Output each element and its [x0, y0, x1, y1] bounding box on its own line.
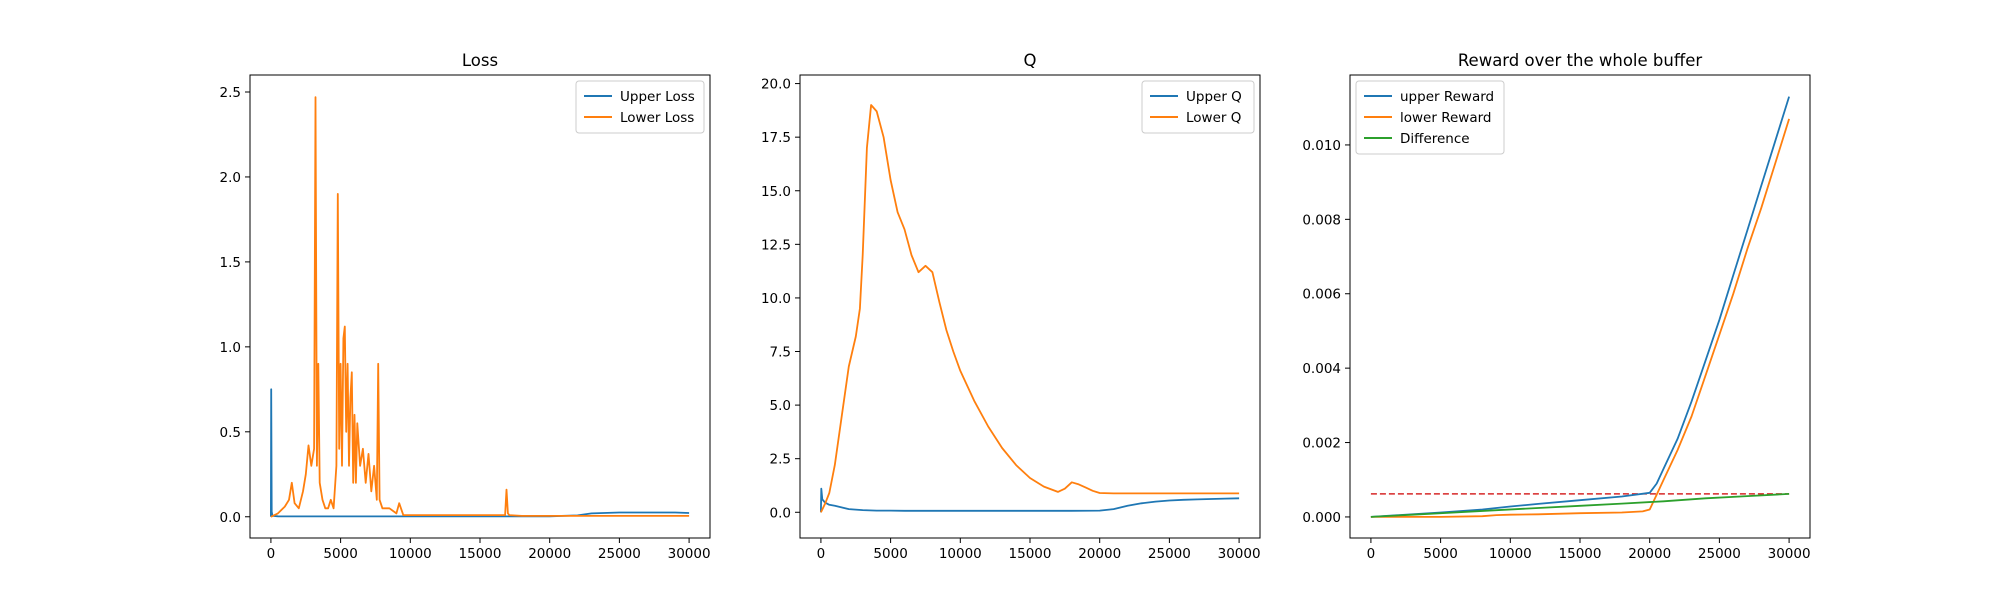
x-tick-label: 5000: [1423, 546, 1457, 562]
y-tick-label: 2.0: [220, 170, 241, 186]
x-tick-label: 10000: [1489, 546, 1532, 562]
y-tick-label: 0.010: [1302, 138, 1341, 154]
y-tick-label: 20.0: [761, 77, 791, 93]
y-tick-label: 0.006: [1302, 287, 1341, 303]
x-tick-label: 15000: [1559, 546, 1602, 562]
reward-chart: Reward over the whole buffer 0 5000 10000 1…: [1302, 51, 1810, 562]
x-tick-label: 30000: [668, 546, 711, 562]
legend-label: Upper Loss: [620, 89, 695, 105]
legend-label: lower Reward: [1400, 110, 1491, 126]
y-tick-label: 2.5: [220, 85, 241, 101]
y-tick-label: 7.5: [770, 345, 791, 361]
y-tick-label: 1.5: [220, 255, 241, 271]
series-line-upper-reward: [1370, 96, 1790, 518]
y-tick-label: 0.004: [1302, 361, 1341, 377]
y-tick-label: 15.0: [761, 184, 791, 200]
x-tick-label: 0: [267, 546, 276, 562]
legend: [575, 80, 705, 134]
y-tick-label: 12.5: [761, 237, 791, 253]
y-tick-label: 1.0: [220, 340, 241, 356]
x-tick-label: 25000: [1698, 546, 1741, 562]
legend-label: upper Reward: [1400, 89, 1494, 105]
x-tick-label: 0: [817, 546, 826, 562]
chart-title: Reward over the whole buffer: [1458, 51, 1703, 70]
x-tick-label: 10000: [939, 546, 982, 562]
y-tick-label: 0.002: [1302, 436, 1341, 452]
chart-title: Loss: [462, 51, 498, 70]
x-tick-label: 30000: [1768, 546, 1811, 562]
series-line-difference: [1370, 493, 1790, 518]
loss-chart: Loss 0 5000 10000 15000 20000 25000 30000 0.0 0.…: [220, 51, 711, 562]
legend: [1141, 80, 1255, 134]
x-tick-label: 25000: [598, 546, 641, 562]
y-tick-label: 0.000: [1302, 510, 1341, 526]
series-line-lower-q: [820, 104, 1240, 513]
y-tick-label: 0.0: [770, 505, 791, 521]
q-chart: Q 0 5000 10000 15000 20000 25000 30000 0.0 2.5 5.…: [761, 51, 1261, 562]
x-tick-label: 30000: [1218, 546, 1261, 562]
x-tick-label: 15000: [459, 546, 502, 562]
x-tick-label: 25000: [1148, 546, 1191, 562]
legend-label: Difference: [1400, 131, 1470, 147]
x-tick-label: 20000: [1628, 546, 1671, 562]
x-tick-label: 10000: [389, 546, 432, 562]
series-line-upper-loss: [269, 388, 690, 518]
series-line-upper-q: [820, 487, 1240, 513]
y-tick-label: 2.5: [770, 452, 791, 468]
y-tick-label: 0.5: [220, 425, 241, 441]
chart-title: Q: [1024, 51, 1037, 70]
series-line-lower-loss: [270, 96, 690, 518]
legend-label: Lower Q: [1186, 110, 1241, 126]
x-tick-label: 5000: [323, 546, 357, 562]
y-tick-label: 10.0: [761, 291, 791, 307]
y-tick-label: 0.008: [1302, 212, 1341, 228]
x-tick-label: 5000: [873, 546, 907, 562]
legend: [1355, 80, 1505, 155]
y-tick-label: 0.0: [220, 510, 241, 526]
x-tick-label: 15000: [1009, 546, 1052, 562]
x-tick-label: 0: [1367, 546, 1376, 562]
legend-label: Lower Loss: [620, 110, 694, 126]
y-tick-label: 17.5: [761, 130, 791, 146]
x-tick-label: 20000: [1078, 546, 1121, 562]
legend-label: Upper Q: [1186, 89, 1242, 105]
y-tick-label: 5.0: [770, 398, 791, 414]
x-tick-label: 20000: [528, 546, 571, 562]
